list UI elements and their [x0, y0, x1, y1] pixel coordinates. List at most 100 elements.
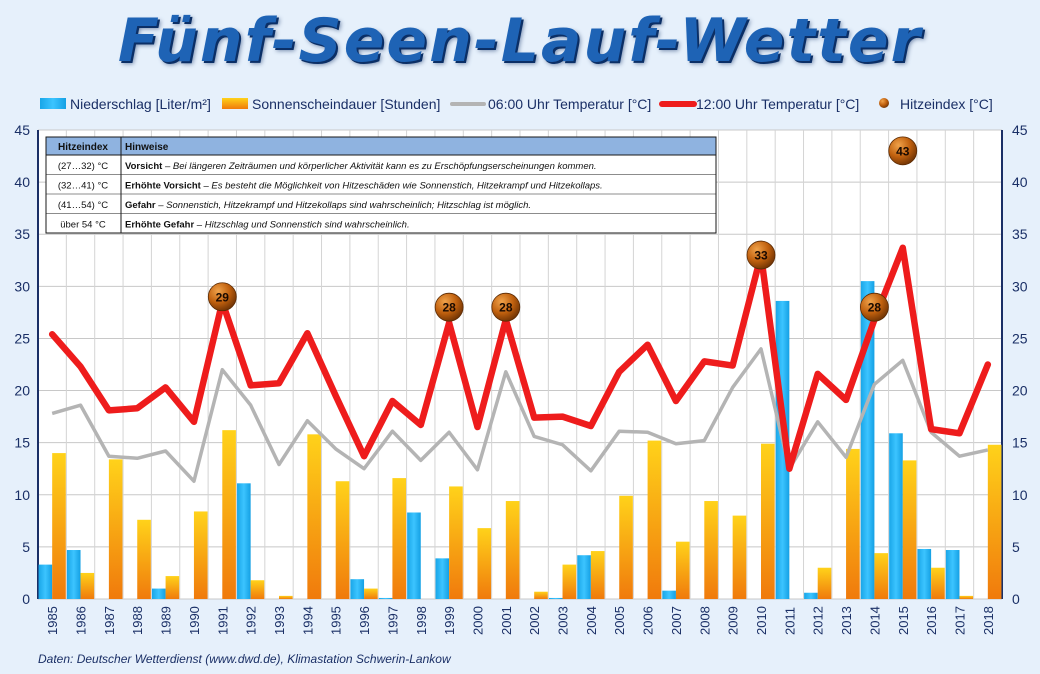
grid [37, 129, 1003, 600]
sun-bar [874, 553, 889, 599]
x-tick-label: 1999 [442, 606, 457, 635]
table-range: über 54 °C [60, 220, 106, 231]
legend-swatch-precip [40, 98, 66, 109]
y-tick-label-left: 35 [14, 226, 30, 242]
x-tick-label: 2010 [754, 606, 769, 635]
table-hint: Vorsicht – Bei längeren Zeiträumen und k… [125, 161, 597, 172]
y-tick-label-left: 0 [22, 591, 30, 607]
x-tick-label: 1988 [130, 606, 145, 635]
sun-bar [165, 576, 180, 599]
y-tick-label-right: 35 [1012, 226, 1028, 242]
sun-bar [364, 588, 378, 599]
y-axis-left: 0 5 10 15 20 25 30 35 40 45 [14, 122, 30, 607]
x-tick-label: 1985 [45, 606, 60, 635]
x-tick-label: 2017 [952, 606, 967, 635]
heat-index-marker [207, 282, 237, 312]
sun-bar [817, 567, 832, 599]
legend-swatch-heat [879, 98, 889, 108]
sun-bar [590, 551, 605, 599]
bars [38, 281, 1002, 599]
x-tick-label: 2001 [499, 606, 514, 635]
heat-index-marker [434, 292, 464, 322]
sun-bar [449, 486, 463, 599]
heat-index-marker [746, 240, 776, 270]
y-tick-label-right: 25 [1012, 330, 1028, 346]
sun-bar [505, 501, 520, 599]
y-tick-label-left: 10 [14, 487, 30, 503]
y-tick-label-right: 10 [1012, 487, 1028, 503]
sun-bar [52, 453, 66, 599]
x-tick-label: 2002 [527, 606, 542, 635]
sun-bar [931, 567, 945, 599]
table-hint: Erhöhte Gefahr – Hitzschlag und Sonnenst… [125, 220, 410, 231]
legend-label-precip: Niederschlag [Liter/m²] [70, 96, 211, 112]
precip-bar [548, 597, 563, 599]
y-tick-label-right: 40 [1012, 174, 1028, 190]
legend-swatch-sun [222, 98, 248, 109]
table-hint: Gefahr – Sonnenstich, Hitzekrampf und Hi… [125, 200, 531, 211]
sun-bar [307, 434, 321, 599]
sun-bar [675, 541, 690, 599]
precip-bar [38, 564, 53, 599]
table-range: (27…32) °C [58, 161, 108, 172]
x-axis: 1985 1986 1987 1988 1989 1990 1991 1992 1993 1994… [45, 606, 996, 635]
temp-1200-line [48, 244, 992, 472]
sun-bar [477, 528, 492, 599]
heat-index-marker [860, 292, 889, 322]
precip-bar [435, 558, 450, 599]
sun-bar [108, 459, 123, 599]
table-range: (41…54) °C [58, 200, 108, 211]
sun-bar [279, 595, 293, 599]
precip-bar [577, 555, 591, 599]
heat-index-label: 43 [896, 144, 910, 158]
precip-bar [378, 597, 393, 599]
precip-bar [237, 483, 251, 599]
y-tick-label-left: 20 [14, 383, 30, 399]
sun-bar [902, 460, 917, 599]
sun-bar [335, 481, 350, 599]
x-tick-label: 1993 [272, 606, 287, 635]
heat-index-label: 28 [442, 301, 456, 315]
sun-bar [846, 448, 860, 599]
heat-index-label: 28 [868, 301, 882, 315]
precip-bar [350, 579, 365, 599]
sun-bar [222, 430, 236, 599]
temp-0600-line [51, 347, 989, 483]
x-tick-label: 2016 [924, 606, 939, 635]
x-tick-label: 2013 [839, 606, 854, 635]
precip-bar [662, 590, 676, 599]
heat-index-label: 29 [216, 290, 230, 304]
y-tick-label-left: 25 [14, 330, 30, 346]
y-tick-label-left: 40 [14, 174, 30, 190]
x-tick-label: 2000 [470, 606, 485, 635]
sun-bar [137, 519, 151, 599]
precip-bar [151, 588, 166, 599]
precip-bar [889, 433, 903, 599]
precip-bar [407, 512, 421, 599]
heat-index-marker [888, 136, 918, 166]
lines [48, 244, 992, 483]
y-tick-label-left: 45 [14, 122, 30, 138]
x-tick-label: 1987 [102, 606, 117, 635]
x-tick-label: 1996 [357, 606, 372, 635]
x-tick-label: 2014 [867, 606, 882, 635]
table-range: (32…41) °C [58, 181, 108, 192]
sun-bar [647, 440, 662, 599]
sun-bar [534, 591, 548, 599]
x-tick-label: 2003 [556, 606, 571, 635]
sun-bar [193, 511, 208, 599]
sun-bar [761, 443, 775, 599]
x-tick-label: 2008 [697, 606, 712, 635]
table-header-hints: Hinweise [125, 142, 169, 153]
heat-markers: 29 28 28 33 28 43 [207, 136, 918, 322]
heat-index-label: 28 [499, 301, 513, 315]
legend-label-heat: Hitzeindex [°C] [900, 96, 993, 112]
x-tick-label: 1989 [159, 606, 174, 635]
y-tick-label-right: 15 [1012, 435, 1028, 451]
x-tick-label: 1986 [74, 606, 89, 635]
precip-bar [860, 281, 875, 599]
table-header-index: Hitzeindex [58, 142, 108, 153]
precip-bar [804, 592, 818, 599]
sun-bar [704, 501, 718, 599]
